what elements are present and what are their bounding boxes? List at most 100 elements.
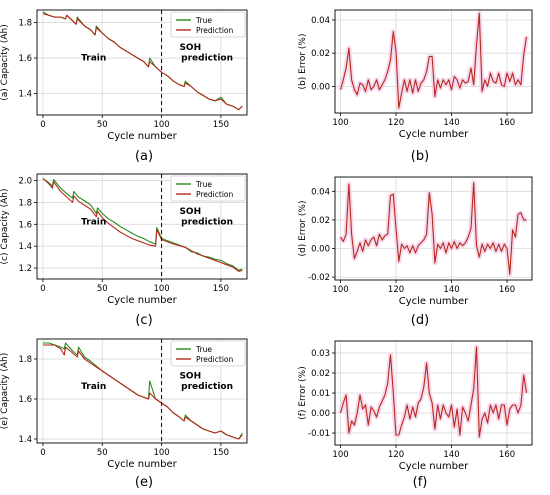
y-tick-label: 0.00 (311, 409, 330, 419)
caption-c: (c) (135, 313, 152, 328)
x-tick-label: 100 (153, 448, 169, 458)
annotation-prediction: prediction (181, 53, 233, 63)
series-line-c-true (42, 177, 243, 271)
x-tick-label: 50 (97, 120, 108, 130)
axes-frame (36, 338, 248, 444)
legend-label-prediction: Prediction (196, 190, 234, 199)
caption-e: (e) (135, 475, 153, 490)
x-tick-label: 160 (499, 285, 515, 295)
y-tick-label: 1.6 (18, 54, 32, 64)
y-tick-label: 1.8 (18, 355, 32, 365)
error-band-b (338, 10, 529, 111)
panel-f: 100 120 140 160 -0.01 0.00 0.01 0.02 0.03 Cycle n… (298, 340, 533, 472)
y-tick-label: 0.02 (311, 216, 330, 226)
x-tick-label: 140 (443, 450, 459, 460)
legend-label-prediction: Prediction (196, 26, 234, 35)
plot-area-e (42, 342, 243, 440)
x-tick-label: 120 (388, 118, 404, 128)
legend-box (170, 11, 246, 38)
y-tick-label: 0.00 (311, 245, 330, 255)
plot-area-a (42, 11, 243, 111)
x-tick-label: 150 (213, 120, 229, 130)
y-tick-label: 0.02 (311, 369, 330, 379)
annotation-prediction: prediction (181, 382, 233, 392)
y-axis-label: (c) Capacity (Ah) (0, 189, 10, 265)
legend-label-true: True (195, 180, 212, 189)
y-axis-label: (f) Error (%) (298, 366, 308, 419)
y-axis-label: (b) Error (%) (298, 34, 308, 90)
legend-label-prediction: Prediction (196, 355, 234, 364)
y-tick-label: 2.0 (18, 177, 32, 187)
legend-label-true: True (195, 345, 212, 354)
x-tick-label: 160 (499, 450, 515, 460)
x-tick-label: 140 (443, 118, 459, 128)
plot-area-f (338, 344, 529, 440)
panel-d: 100 120 140 160 -0.02 0.00 0.02 0.04 Cycle numbe… (298, 176, 533, 307)
x-tick-label: 100 (332, 450, 348, 460)
y-tick-label: 0.04 (311, 16, 330, 26)
annotation-train: Train (81, 382, 106, 392)
annotation-train: Train (81, 53, 106, 63)
y-tick-label: 1.8 (18, 18, 32, 28)
x-tick-label: 160 (499, 118, 515, 128)
legend-box (170, 175, 246, 202)
y-tick-label: 1.6 (18, 220, 32, 230)
x-tick-label: 120 (388, 285, 404, 295)
axes-frame (36, 9, 248, 116)
annotation-prediction: prediction (181, 217, 233, 227)
y-axis-label: (d) Error (%) (298, 201, 308, 257)
y-tick-label: 0.04 (311, 187, 330, 197)
series-line-d-prediction (340, 182, 527, 275)
series-line-c-prediction (42, 177, 243, 272)
caption-d: (d) (411, 313, 429, 328)
y-tick-label: -0.02 (308, 273, 330, 283)
x-tick-label: 150 (213, 448, 229, 458)
y-tick-label: 0.00 (311, 82, 330, 92)
annotation-soh: SOH (179, 207, 201, 217)
y-axis-label: (e) Capacity (Ah) (0, 353, 10, 430)
caption-b: (b) (411, 149, 429, 164)
y-tick-label: 1.4 (18, 90, 32, 100)
annotation-soh: SOH (179, 43, 201, 53)
y-tick-label: 0.03 (311, 349, 330, 359)
x-axis-label: Cycle number (399, 461, 469, 472)
x-axis-label: Cycle number (107, 295, 177, 306)
y-tick-label: 1.2 (18, 264, 32, 274)
plot-area-b (338, 10, 529, 111)
panel-b: 100 120 140 160 0.00 0.02 0.04 Cycle number (b) … (298, 9, 533, 140)
y-tick-label: 1.6 (18, 395, 32, 405)
series-line-a-prediction (42, 13, 243, 111)
error-band-d (338, 180, 527, 277)
y-tick-label: 0.02 (311, 49, 330, 59)
axes-frame (36, 173, 248, 280)
y-axis-label: (a) Capacity (Ah) (0, 24, 10, 100)
annotation-soh: SOH (179, 372, 201, 382)
caption-f: (f) (413, 475, 428, 490)
series-line-b-prediction (339, 12, 528, 109)
series-line-f-prediction (339, 346, 528, 438)
x-axis-label: Cycle number (107, 131, 177, 142)
y-tick-label: 0.01 (311, 389, 330, 399)
plot-area-d (338, 180, 527, 277)
axes-frame (334, 9, 533, 114)
series-line-e-prediction (42, 344, 243, 440)
x-tick-label: 100 (332, 118, 348, 128)
x-tick-label: 50 (97, 448, 108, 458)
axes-frame (334, 176, 533, 281)
x-axis-label: Cycle number (399, 129, 469, 140)
x-tick-label: 50 (97, 284, 108, 294)
y-tick-label: -0.01 (308, 429, 330, 439)
x-tick-label: 0 (40, 448, 45, 458)
x-axis-label: Cycle number (399, 296, 469, 307)
caption-a: (a) (135, 149, 153, 164)
x-axis-label: Cycle number (107, 459, 177, 470)
annotation-train: Train (81, 217, 106, 227)
